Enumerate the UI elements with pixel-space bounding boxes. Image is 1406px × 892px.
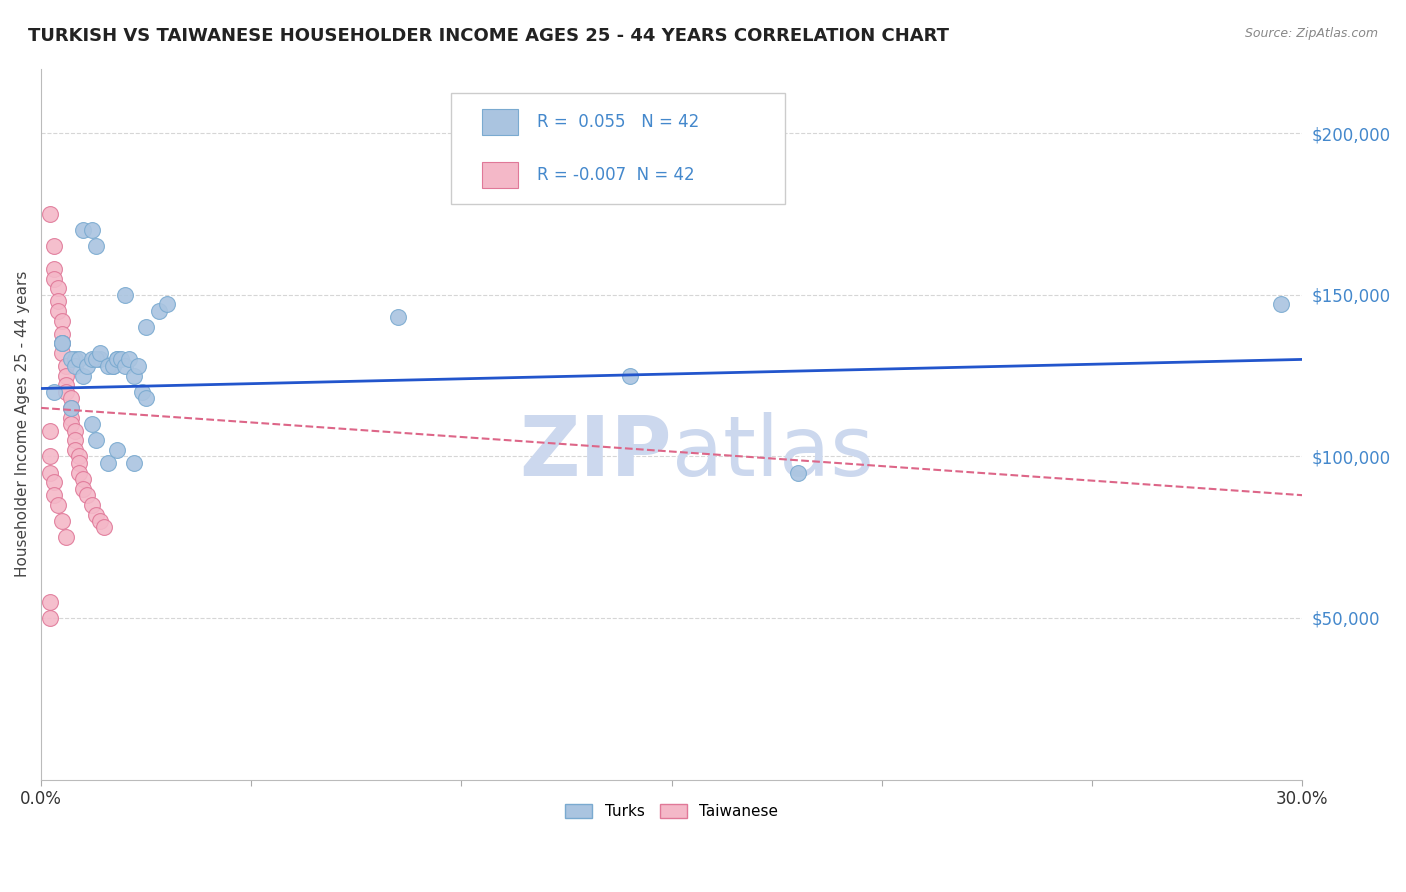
Point (84, 508, 107, 522)
Point (42, 488, 65, 502)
Point (59, 401, 82, 415)
Point (101, 359, 124, 373)
Point (118, 352, 141, 367)
Point (42, 261, 65, 276)
Bar (482, 109, 517, 135)
Point (59, 391, 82, 405)
Point (387, 310, 409, 325)
Legend: Turks, Taiwanese: Turks, Taiwanese (558, 797, 785, 825)
Point (786, 466, 808, 480)
Point (63, 434, 86, 448)
Point (72, 368, 94, 383)
Point (51, 336, 73, 351)
Point (72, 482, 94, 496)
Point (114, 287, 136, 301)
Point (114, 359, 136, 373)
Point (1270, 297, 1292, 311)
Point (72, 223, 94, 237)
Text: atlas: atlas (672, 412, 873, 493)
Point (76, 488, 98, 502)
Point (55, 378, 77, 392)
Point (51, 346, 73, 360)
Point (93, 520, 115, 534)
Point (67, 352, 90, 367)
Point (76, 359, 98, 373)
Text: TURKISH VS TAIWANESE HOUSEHOLDER INCOME AGES 25 - 44 YEARS CORRELATION CHART: TURKISH VS TAIWANESE HOUSEHOLDER INCOME … (28, 27, 949, 45)
Point (80, 498, 103, 512)
Point (46, 294, 69, 309)
Point (55, 384, 77, 399)
Point (135, 320, 157, 334)
Point (46, 304, 69, 318)
Point (63, 424, 86, 438)
Point (148, 304, 170, 318)
Point (42, 271, 65, 285)
Point (46, 281, 69, 295)
Point (51, 336, 73, 351)
Point (38, 450, 60, 464)
Point (89, 346, 111, 360)
Point (127, 359, 149, 373)
Point (51, 514, 73, 528)
Point (59, 352, 82, 367)
Point (89, 352, 111, 367)
Point (122, 456, 145, 470)
Point (84, 352, 107, 367)
Text: R = -0.007  N = 42: R = -0.007 N = 42 (537, 166, 695, 184)
Point (42, 239, 65, 253)
Point (97, 456, 120, 470)
Point (51, 313, 73, 327)
Point (131, 384, 153, 399)
Point (67, 450, 90, 464)
FancyBboxPatch shape (451, 94, 785, 203)
Point (105, 352, 128, 367)
Point (38, 207, 60, 221)
Point (67, 466, 90, 480)
Point (105, 352, 128, 367)
Point (38, 424, 60, 438)
Point (59, 401, 82, 415)
Point (63, 359, 86, 373)
Text: R =  0.055   N = 42: R = 0.055 N = 42 (537, 112, 699, 131)
Point (38, 595, 60, 609)
Point (156, 297, 179, 311)
Point (51, 336, 73, 351)
Point (59, 410, 82, 425)
Point (80, 417, 103, 431)
Point (80, 352, 103, 367)
Point (51, 326, 73, 341)
Point (84, 239, 107, 253)
Point (110, 352, 132, 367)
Text: Source: ZipAtlas.com: Source: ZipAtlas.com (1244, 27, 1378, 40)
Point (72, 472, 94, 486)
Point (42, 475, 65, 490)
Point (122, 368, 145, 383)
Point (89, 514, 111, 528)
Point (63, 442, 86, 457)
Bar (482, 162, 517, 188)
Point (84, 434, 107, 448)
Point (55, 368, 77, 383)
Point (63, 352, 86, 367)
Point (59, 417, 82, 431)
Text: ZIP: ZIP (519, 412, 672, 493)
Point (105, 442, 128, 457)
Point (42, 384, 65, 399)
Point (38, 466, 60, 480)
Point (55, 530, 77, 544)
Point (46, 498, 69, 512)
Point (101, 359, 124, 373)
Point (55, 359, 77, 373)
Point (97, 359, 120, 373)
Point (135, 391, 157, 405)
Point (67, 456, 90, 470)
Point (38, 611, 60, 625)
Point (619, 368, 641, 383)
Point (80, 223, 103, 237)
Y-axis label: Householder Income Ages 25 - 44 years: Householder Income Ages 25 - 44 years (15, 271, 30, 577)
